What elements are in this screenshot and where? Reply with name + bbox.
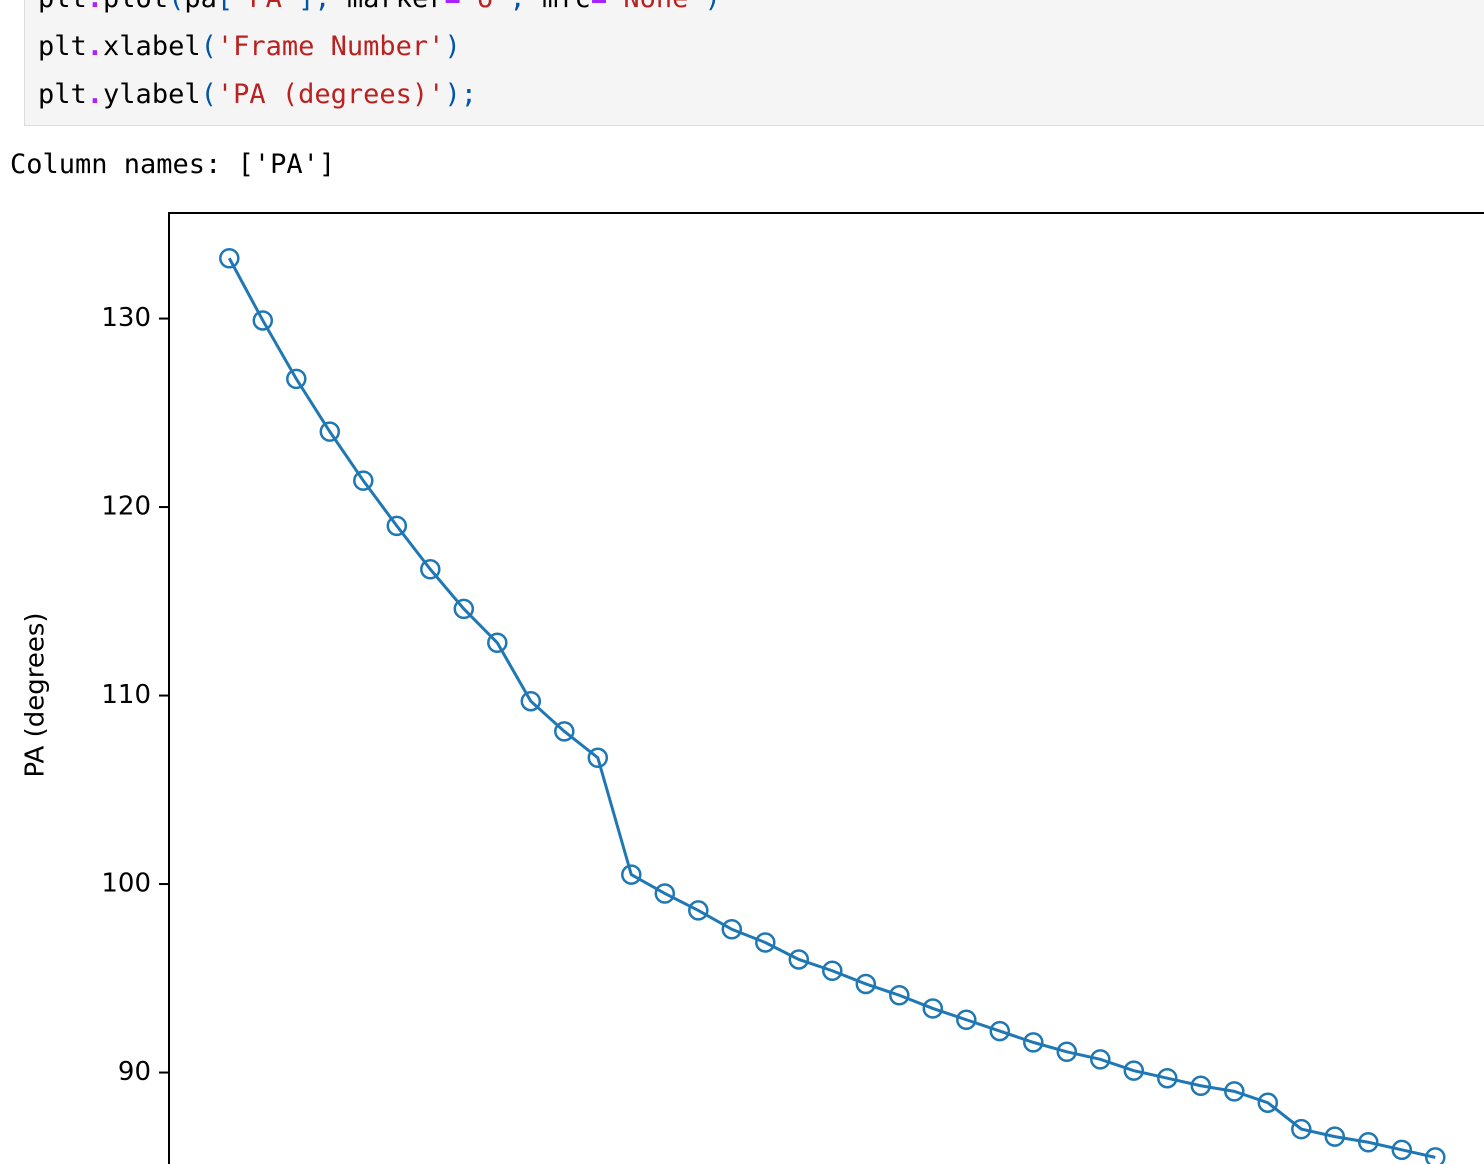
data-point (1023, 1032, 1044, 1053)
code-token: ) (705, 0, 721, 14)
code-token: ], (298, 0, 331, 14)
data-point (1224, 1081, 1245, 1102)
data-point (688, 900, 709, 921)
data-point (1358, 1132, 1379, 1153)
code-token: , (510, 0, 526, 14)
data-point (956, 1009, 977, 1031)
axes-frame (168, 212, 1484, 1164)
code-token: = (444, 0, 460, 14)
data-point (855, 973, 877, 995)
code-line: plt.xlabel('Frame Number') (38, 23, 461, 71)
code-token: 'o' (461, 0, 510, 14)
code-line: plt.plot(pa['PA'], marker='o', mfc='None… (38, 0, 721, 23)
data-point (1157, 1067, 1178, 1089)
data-point (755, 932, 776, 953)
code-token: [ (217, 0, 233, 14)
code-token: ); (444, 79, 477, 110)
y-tick-label: 100 (101, 869, 151, 899)
data-point (420, 559, 441, 580)
y-axis-label: PA (degrees) (21, 612, 51, 777)
code-token: 'Frame Number' (216, 31, 445, 62)
code-token: pa (184, 0, 217, 14)
data-point (353, 470, 374, 491)
data-point (721, 919, 743, 940)
code-token: plot (103, 0, 168, 14)
data-point (1291, 1118, 1312, 1140)
code-token: marker (331, 0, 445, 14)
code-token: plt (38, 0, 87, 14)
data-point (922, 998, 944, 1019)
data-point (520, 690, 542, 712)
code-token: . (86, 79, 104, 110)
data-point (219, 247, 240, 269)
data-point (621, 864, 642, 885)
data-point (587, 747, 609, 769)
code-token: ylabel (103, 79, 201, 110)
code-token: = (591, 0, 607, 14)
y-tick-label: 90 (118, 1057, 151, 1087)
code-token: xlabel (103, 31, 201, 62)
data-point (453, 598, 475, 620)
y-tick-label: 120 (101, 492, 151, 522)
y-tick-label: 110 (101, 680, 151, 710)
data-point (654, 883, 676, 904)
y-tick-label: 130 (101, 303, 151, 333)
data-point (1056, 1041, 1078, 1063)
data-point (1090, 1049, 1111, 1070)
data-point (1190, 1075, 1212, 1096)
data-point (319, 421, 341, 442)
data-point (386, 515, 408, 537)
data-point (1123, 1060, 1145, 1081)
data-point (1324, 1126, 1346, 1147)
data-point (252, 310, 274, 331)
code-token: . (87, 0, 103, 14)
code-token: 'None' (607, 0, 705, 14)
code-token: ( (200, 79, 217, 110)
data-point (487, 632, 508, 654)
code-token: 'PA (degrees)' (216, 79, 445, 110)
code-cell (24, 0, 1484, 126)
data-point (989, 1020, 1011, 1042)
code-token: mfc (526, 0, 591, 14)
data-point (1391, 1139, 1413, 1161)
output-text: Column names: ['PA'] (10, 149, 336, 180)
code-line: plt.ylabel('PA (degrees)'); (38, 71, 477, 119)
data-point (788, 949, 810, 970)
code-token: ( (168, 0, 184, 14)
data-point (1425, 1147, 1446, 1164)
code-token: . (86, 31, 104, 62)
code-token: ) (444, 31, 461, 62)
data-point (1257, 1092, 1279, 1113)
data-point (554, 721, 575, 742)
data-point (889, 985, 910, 1006)
data-point (822, 960, 843, 982)
data-line (227, 257, 1436, 1159)
code-token: 'PA' (233, 0, 298, 14)
code-token: plt (38, 79, 87, 110)
code-token: ( (200, 31, 217, 62)
code-token: plt (38, 31, 87, 62)
data-point (286, 368, 307, 390)
